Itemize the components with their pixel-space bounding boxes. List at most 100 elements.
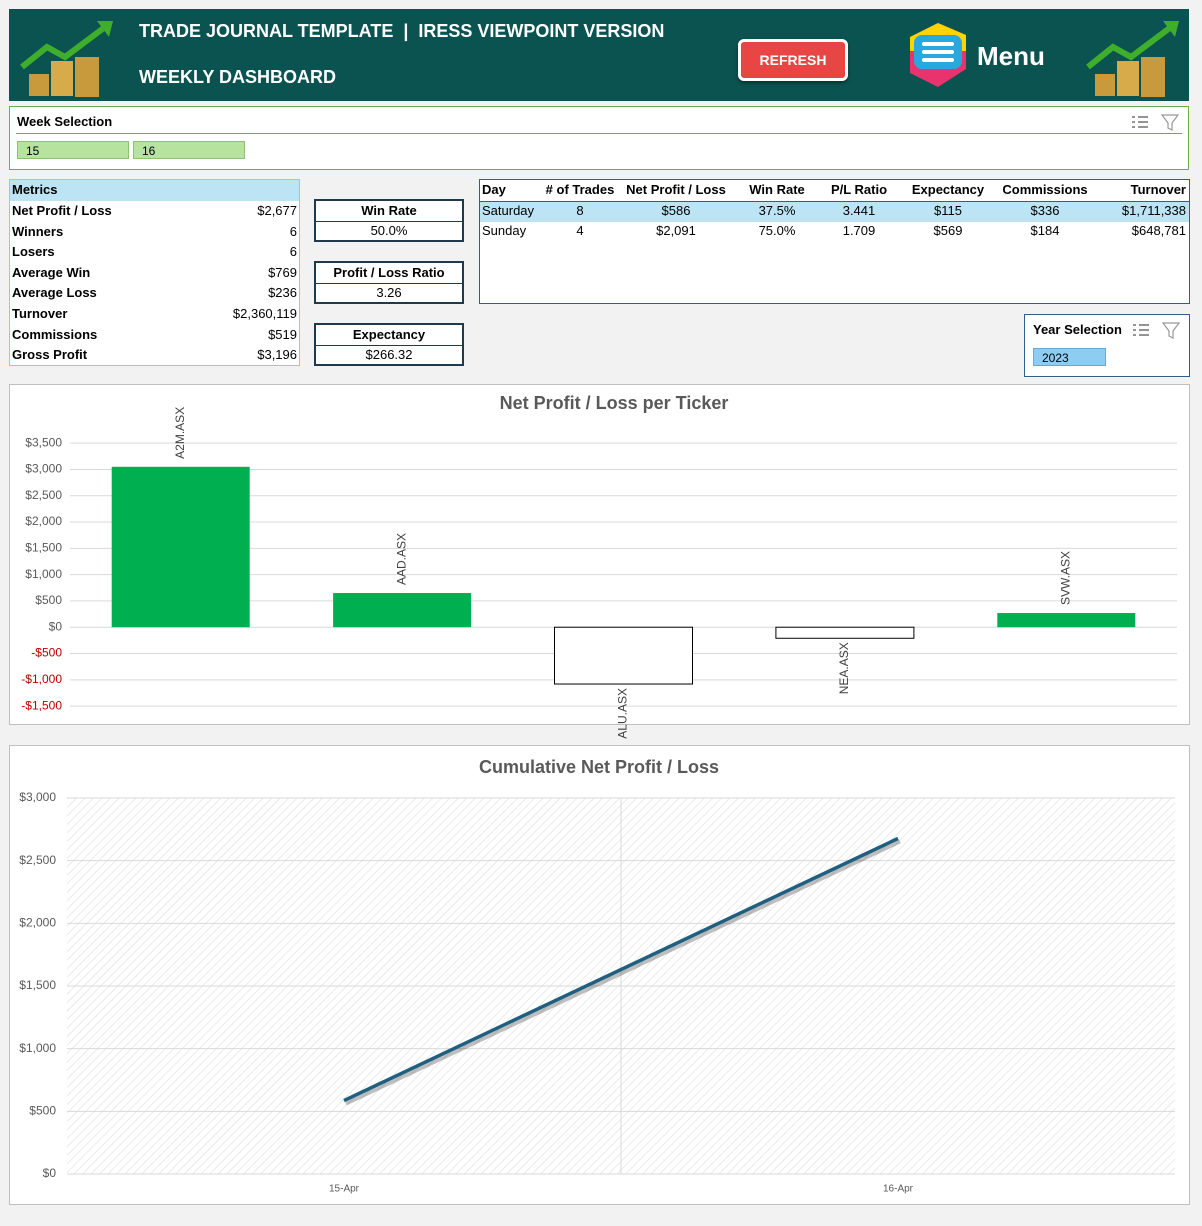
slicer-title: Week Selection bbox=[17, 114, 113, 129]
y-tick-label: $0 bbox=[43, 1166, 57, 1180]
metric-label: Winners bbox=[12, 223, 64, 239]
slicer-item[interactable]: 16 bbox=[133, 141, 245, 159]
x-tick-label: 15-Apr bbox=[329, 1184, 360, 1195]
category-label: AAD.ASX bbox=[394, 533, 408, 585]
y-tick-label: $2,000 bbox=[19, 916, 56, 930]
line-shadow bbox=[345, 839, 901, 1106]
metric-label: Losers bbox=[12, 244, 55, 260]
column-header: Turnover bbox=[1130, 182, 1186, 197]
category-label: SVW.ASX bbox=[1058, 551, 1072, 605]
column-header: Day bbox=[482, 182, 506, 197]
slicer-title: Year Selection bbox=[1033, 322, 1122, 337]
table-cell: $1,711,338 bbox=[1121, 203, 1186, 218]
chart-title: Net Profit / Loss per Ticker bbox=[500, 393, 729, 413]
header-subtitle: WEEKLY DASHBOARD bbox=[139, 67, 337, 87]
chart-title: Cumulative Net Profit / Loss bbox=[479, 757, 719, 777]
metric-label: Average Win bbox=[12, 264, 91, 280]
kpi-box: Expectancy $266.32 bbox=[314, 323, 464, 366]
metric-value: $2,677 bbox=[257, 203, 297, 218]
line bbox=[343, 836, 899, 1103]
y-tick-label: -$500 bbox=[31, 646, 62, 660]
day-table: Day # of Trades Net Profit / Loss Win Rate P… bbox=[479, 179, 1190, 304]
table-cell: 8 bbox=[576, 203, 584, 218]
table-cell: $184 bbox=[1030, 223, 1060, 238]
metric-value: 6 bbox=[289, 244, 297, 260]
table-cell: $336 bbox=[1030, 203, 1060, 218]
y-tick-label: $2,500 bbox=[19, 853, 56, 867]
y-tick-label: $2,000 bbox=[25, 514, 62, 528]
column-header: # of Trades bbox=[545, 182, 615, 197]
x-tick-label: 16-Apr bbox=[883, 1184, 914, 1195]
metric-value: $769 bbox=[268, 264, 297, 280]
metric-value: $236 bbox=[268, 285, 297, 301]
bar bbox=[554, 626, 693, 685]
category-label: ALU.ASX bbox=[616, 688, 630, 739]
coins-icon bbox=[1086, 21, 1179, 97]
coins-icon bbox=[20, 21, 113, 97]
slicer-item[interactable]: 2023 bbox=[1033, 348, 1106, 366]
table-cell: $586 bbox=[661, 203, 691, 218]
slicer-icons[interactable] bbox=[1130, 112, 1180, 132]
metric-value: $2,360,119 bbox=[232, 306, 297, 321]
category-label: NEA.ASX bbox=[837, 642, 851, 694]
column-header: Net Profit / Loss bbox=[626, 182, 726, 197]
y-tick-label: $1,500 bbox=[25, 541, 62, 555]
column-header: Expectancy bbox=[911, 182, 985, 197]
table-cell: 37.5% bbox=[758, 203, 796, 218]
table-cell: 4 bbox=[576, 223, 584, 238]
refresh-button[interactable]: REFRESH bbox=[738, 39, 848, 81]
bar bbox=[333, 593, 472, 628]
y-tick-label: $3,500 bbox=[25, 435, 62, 449]
slicer-item[interactable]: 15 bbox=[17, 141, 129, 159]
y-tick-label: $1,500 bbox=[19, 978, 56, 992]
bar bbox=[775, 626, 915, 639]
y-tick-label: $3,000 bbox=[25, 462, 62, 476]
kpi-box: Profit / Loss Ratio 3.26 bbox=[314, 261, 464, 304]
column-header: P/L Ratio bbox=[830, 182, 888, 197]
kpi-value: 3.26 bbox=[376, 285, 402, 300]
metric-label: Gross Profit bbox=[12, 347, 88, 363]
metric-label: Average Loss bbox=[12, 285, 97, 301]
category-label: A2M.ASX bbox=[173, 407, 187, 459]
table-cell: Sunday bbox=[482, 223, 527, 238]
kpi-label: Win Rate bbox=[316, 201, 462, 222]
table-cell: $115 bbox=[934, 203, 962, 218]
y-tick-label: $1,000 bbox=[25, 567, 62, 581]
kpi-box: Win Rate 50.0% bbox=[314, 199, 464, 242]
y-tick-label: -$1,000 bbox=[21, 672, 62, 686]
slicer-icons[interactable] bbox=[1131, 320, 1181, 340]
kpi-label: Profit / Loss Ratio bbox=[316, 263, 462, 284]
kpi-label: Expectancy bbox=[316, 325, 462, 346]
metric-value: $519 bbox=[268, 326, 297, 342]
table-cell: $648,781 bbox=[1131, 223, 1186, 238]
metric-value: 6 bbox=[289, 223, 297, 239]
table-title: Metrics bbox=[12, 182, 58, 197]
menu-icon[interactable] bbox=[906, 21, 970, 91]
header: TRADE JOURNAL TEMPLATE | IRESS VIEWPOINT… bbox=[9, 9, 1189, 101]
table-cell: 1.709 bbox=[842, 223, 876, 238]
y-tick-label: $500 bbox=[29, 1104, 56, 1118]
table-cell: $2,091 bbox=[656, 223, 696, 238]
table-cell: $569 bbox=[933, 223, 963, 238]
metric-label: Commissions bbox=[12, 326, 98, 342]
y-tick-label: $1,000 bbox=[19, 1041, 56, 1055]
y-tick-label: $3,000 bbox=[19, 790, 56, 804]
metric-label: Net Profit / Loss bbox=[12, 203, 112, 218]
column-header: Win Rate bbox=[749, 182, 805, 197]
table-cell: 3.441 bbox=[842, 203, 876, 218]
kpi-value: 50.0% bbox=[370, 223, 408, 238]
column-header: Commissions bbox=[1002, 182, 1088, 197]
header-title: TRADE JOURNAL TEMPLATE | IRESS VIEWPOINT… bbox=[139, 21, 665, 41]
week-slicer: Week Selection 15 16 bbox=[9, 106, 1189, 170]
kpi-value: $266.32 bbox=[365, 347, 413, 362]
y-tick-label: $500 bbox=[35, 593, 62, 607]
menu-label[interactable]: Menu bbox=[977, 41, 1045, 71]
table-cell: 75.0% bbox=[758, 223, 796, 238]
metric-label: Turnover bbox=[12, 306, 68, 321]
metric-value: $3,196 bbox=[257, 347, 297, 363]
bar bbox=[111, 466, 250, 628]
table-header bbox=[10, 180, 299, 201]
bar bbox=[997, 613, 1136, 628]
